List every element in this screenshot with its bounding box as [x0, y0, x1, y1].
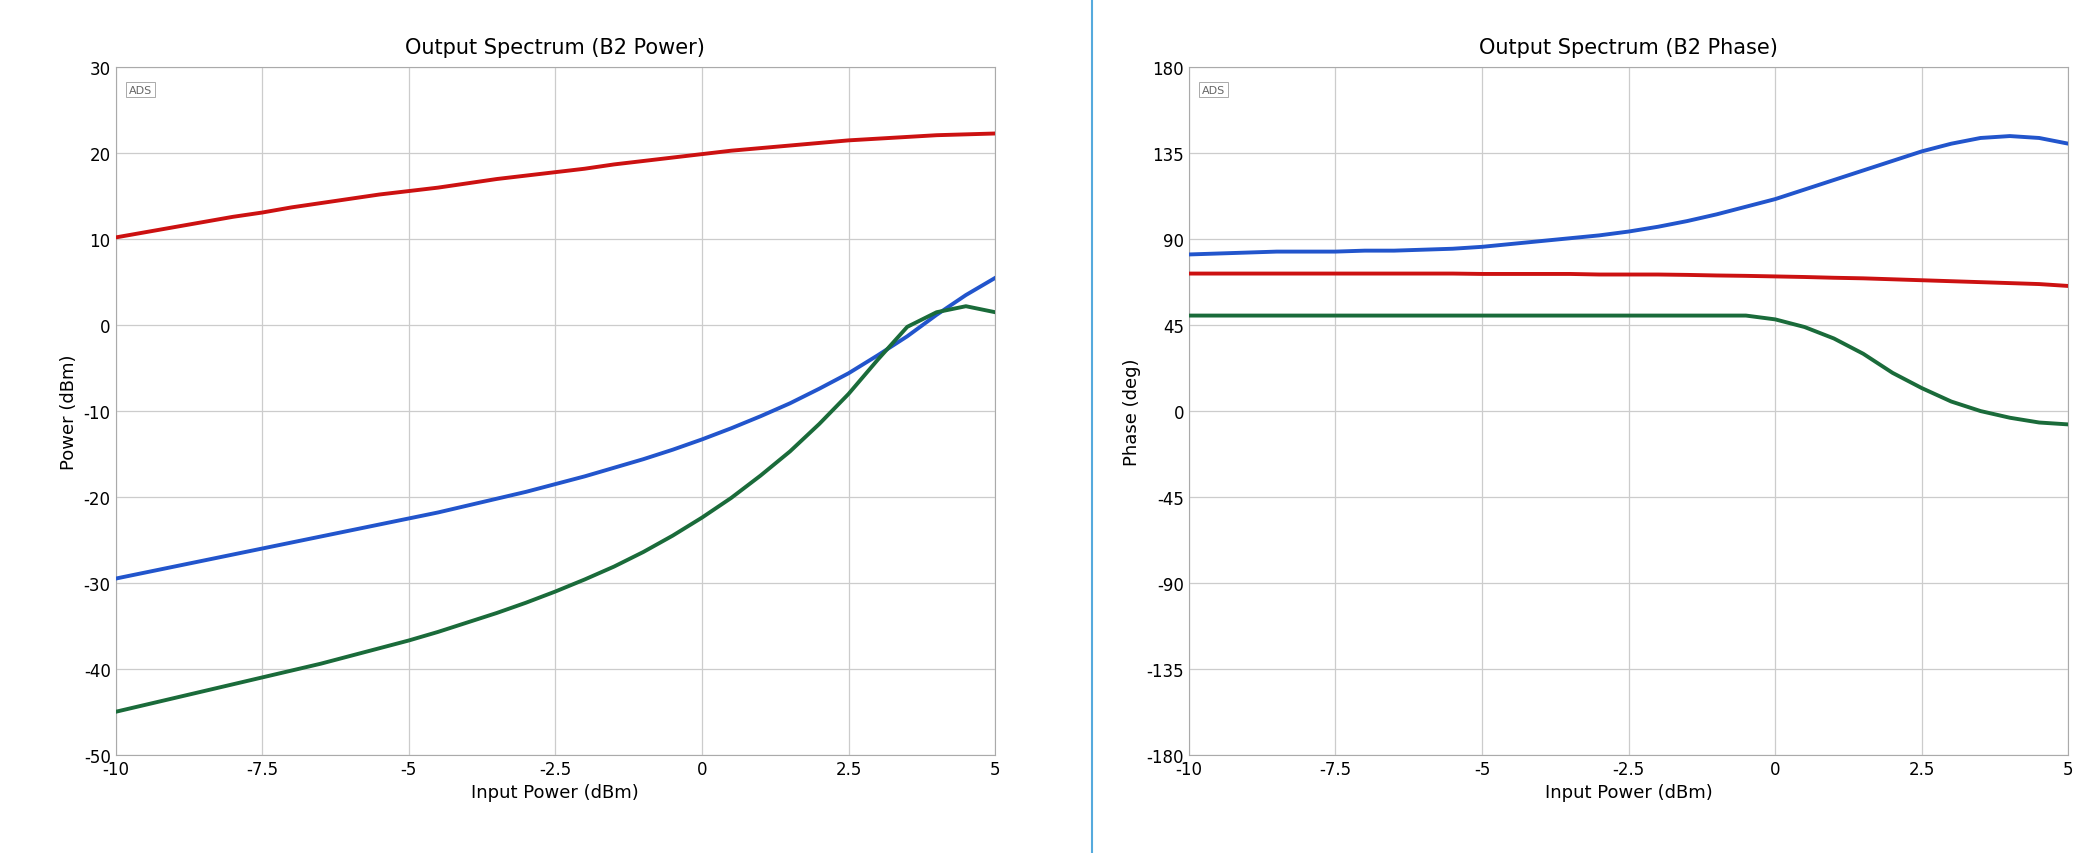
Title: Output Spectrum (B2 Power): Output Spectrum (B2 Power): [405, 38, 706, 58]
X-axis label: Input Power (dBm): Input Power (dBm): [1546, 783, 1711, 801]
Y-axis label: Power (dBm): Power (dBm): [61, 354, 78, 469]
Text: ADS: ADS: [128, 85, 151, 96]
Y-axis label: Phase (deg): Phase (deg): [1124, 358, 1140, 465]
Title: Output Spectrum (B2 Phase): Output Spectrum (B2 Phase): [1478, 38, 1779, 58]
X-axis label: Input Power (dBm): Input Power (dBm): [472, 783, 638, 801]
Text: ADS: ADS: [1201, 85, 1224, 96]
